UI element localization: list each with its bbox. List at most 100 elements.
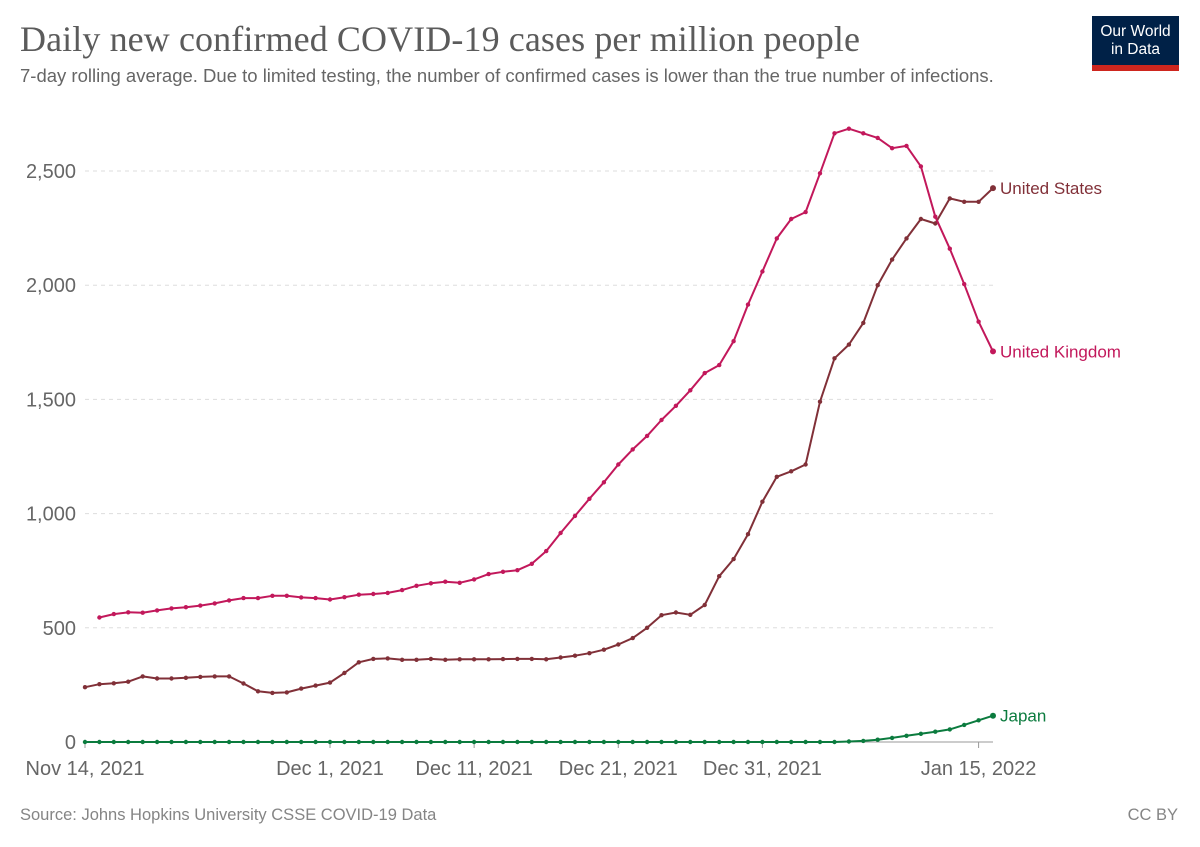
data-point[interactable] [428,739,434,745]
data-point[interactable] [111,611,117,617]
data-point[interactable] [255,739,261,745]
data-point[interactable] [414,583,419,588]
data-point[interactable] [327,739,333,745]
data-point[interactable] [760,739,765,745]
data-point[interactable] [760,269,765,274]
data-point[interactable] [803,462,808,467]
data-point[interactable] [529,656,534,662]
data-point[interactable] [832,739,837,745]
data-point[interactable] [587,496,592,501]
data-point[interactable] [717,574,722,579]
data-point[interactable] [601,647,607,652]
data-point[interactable] [169,676,174,681]
data-point[interactable] [515,568,520,573]
data-point[interactable] [702,602,707,608]
data-point[interactable] [832,356,837,361]
data-point[interactable] [327,680,333,685]
data-point[interactable] [198,739,203,745]
data-point[interactable] [616,462,621,467]
data-point[interactable] [443,657,448,662]
data-point[interactable] [529,561,534,566]
data-point[interactable] [962,281,967,287]
data-point[interactable] [918,216,924,222]
data-point[interactable] [183,675,189,680]
data-point[interactable] [889,735,895,741]
data-point[interactable] [212,674,217,679]
data-point[interactable] [688,612,693,617]
data-point[interactable] [558,739,563,745]
data-point[interactable] [630,739,635,745]
data-point[interactable] [933,214,938,219]
data-point[interactable] [126,739,131,745]
source-note[interactable]: Source: Johns Hopkins University CSSE CO… [20,806,437,824]
data-point[interactable] [299,739,304,745]
data-point[interactable] [587,739,592,745]
data-point[interactable] [745,532,751,537]
data-point[interactable] [500,569,506,574]
data-point[interactable] [789,739,794,745]
data-point[interactable] [226,598,232,603]
data-point[interactable] [976,319,981,324]
data-point[interactable] [947,727,952,732]
data-point[interactable] [774,236,779,241]
data-point[interactable] [255,689,261,694]
data-point[interactable] [875,283,880,288]
data-point[interactable] [226,739,232,745]
data-point[interactable] [947,246,952,251]
data-point[interactable] [572,653,578,658]
data-point[interactable] [717,362,722,368]
data-point[interactable] [356,739,361,745]
series-line[interactable] [85,714,994,743]
data-point[interactable] [544,548,549,554]
data-point[interactable] [702,370,707,376]
data-point[interactable] [976,718,981,723]
data-point[interactable] [789,469,794,474]
data-point[interactable] [471,657,477,662]
series-united-kingdom[interactable] [97,126,996,620]
data-point[interactable] [731,556,736,562]
data-point[interactable] [140,610,145,615]
data-point[interactable] [82,739,88,745]
data-point[interactable] [745,739,751,745]
data-point[interactable] [731,739,736,745]
data-point[interactable] [154,739,160,745]
data-point[interactable] [399,739,405,745]
series-line[interactable] [99,127,994,619]
data-point[interactable] [673,610,679,615]
data-point[interactable] [399,587,405,593]
data-point[interactable] [904,143,909,149]
data-point[interactable] [904,236,909,241]
data-point[interactable] [169,606,174,611]
data-point[interactable] [558,655,563,660]
data-point[interactable] [861,131,866,136]
data-point[interactable] [342,595,347,600]
data-point[interactable] [817,739,823,745]
data-point[interactable] [385,739,390,745]
series-line[interactable] [84,187,994,694]
data-point[interactable] [688,739,693,745]
data-point[interactable] [731,339,736,344]
data-point[interactable] [270,739,275,745]
data-point[interactable] [169,739,174,745]
data-point[interactable] [846,126,852,131]
data-point[interactable] [471,739,477,745]
data-point[interactable] [889,257,895,262]
data-point[interactable] [644,433,650,439]
data-point[interactable] [299,595,304,600]
series-label[interactable]: Japan [1000,707,1046,726]
data-point[interactable] [774,739,779,745]
data-point[interactable] [745,302,751,307]
data-point[interactable] [126,610,131,615]
data-point[interactable] [154,676,160,681]
data-point[interactable] [544,657,549,662]
data-point[interactable] [154,608,160,613]
data-point[interactable] [962,199,967,204]
data-point[interactable] [630,447,635,452]
data-point[interactable] [500,739,506,745]
data-point[interactable] [97,615,102,620]
data-point[interactable] [111,681,117,686]
data-point[interactable] [385,656,390,661]
data-point[interactable] [486,571,491,577]
data-point[interactable] [241,739,246,745]
data-point[interactable] [385,590,390,596]
